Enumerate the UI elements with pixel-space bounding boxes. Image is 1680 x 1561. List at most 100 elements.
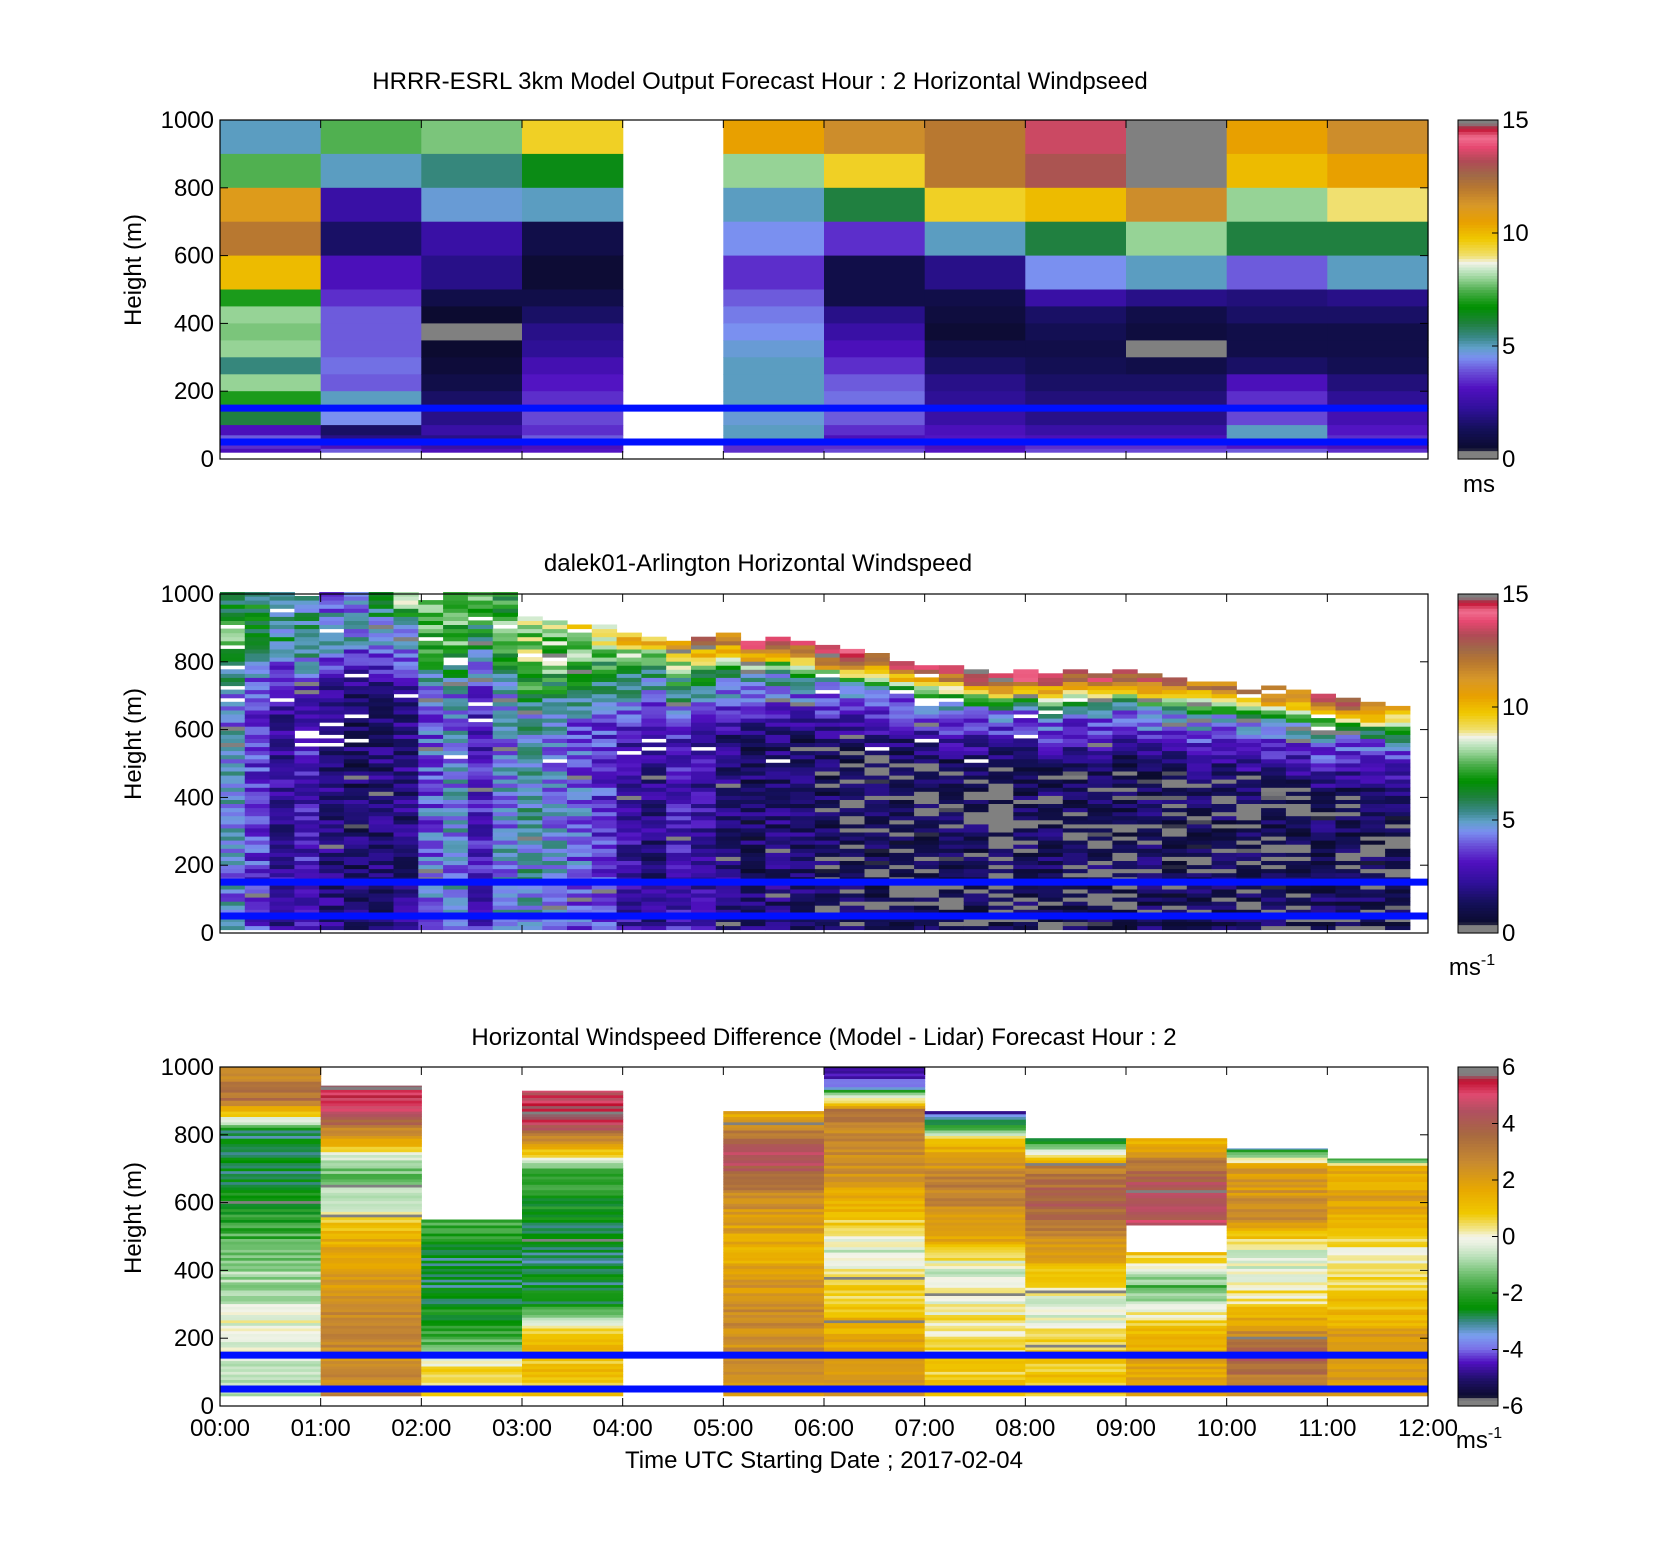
lidar-cell — [1385, 730, 1411, 735]
lidar-cell — [963, 783, 989, 788]
lidar-cell — [244, 807, 271, 813]
lidar-cell — [1087, 677, 1113, 682]
difference-cell — [1327, 1273, 1429, 1277]
colorbar-segment — [1458, 323, 1498, 327]
lidar-cell — [1335, 726, 1361, 731]
lidar-cell — [542, 632, 568, 638]
lidar-cell — [492, 709, 518, 715]
lidar-cell — [467, 909, 494, 914]
lidar-cell — [839, 657, 865, 662]
difference-cell — [1025, 1349, 1127, 1353]
difference-cell — [1226, 1341, 1328, 1345]
difference-cell — [522, 1374, 624, 1378]
lidar-cell — [393, 799, 419, 804]
difference-cell — [320, 1222, 422, 1226]
lidar-cell — [839, 815, 865, 821]
difference-cell — [824, 1300, 926, 1305]
lidar-cell — [1112, 836, 1138, 841]
lidar-cell — [269, 791, 295, 796]
lidar-cell — [1062, 856, 1089, 861]
lidar-cell — [790, 888, 816, 894]
lidar-cell — [1013, 746, 1039, 752]
lidar-cell — [889, 860, 915, 866]
lidar-cell — [963, 730, 989, 735]
lidar-cell — [443, 653, 469, 658]
model-cell — [1025, 408, 1127, 426]
lidar-cell — [938, 807, 965, 813]
lidar-cell — [1186, 779, 1213, 784]
lidar-cell — [715, 730, 742, 735]
lidar-cell — [467, 827, 494, 833]
lidar-cell — [740, 653, 766, 658]
lidar-cell — [963, 901, 989, 906]
lidar-cell — [1112, 799, 1138, 804]
lidar-cell — [1038, 901, 1064, 906]
lidar-cell — [1137, 860, 1163, 866]
lidar-cell — [1038, 681, 1064, 687]
lidar-cell — [1087, 726, 1113, 731]
difference-cell — [1025, 1252, 1127, 1256]
difference-cell — [824, 1195, 926, 1199]
lidar-cell — [765, 754, 791, 760]
lidar-cell — [1211, 803, 1237, 809]
difference-cell — [924, 1187, 1026, 1191]
lidar-cell — [765, 779, 791, 784]
lidar-cell — [1261, 844, 1287, 849]
lidar-cell — [914, 726, 940, 731]
colorbar-segment — [1458, 281, 1498, 285]
model-cell — [1226, 448, 1328, 453]
lidar-cell — [591, 669, 618, 674]
lidar-cell — [542, 705, 568, 711]
lidar-cell — [616, 661, 642, 666]
lidar-cell — [889, 677, 915, 682]
lidar-cell — [393, 852, 419, 857]
difference-cell — [1025, 1211, 1127, 1215]
lidar-cell — [393, 644, 419, 650]
lidar-cell — [294, 718, 320, 723]
lidar-cell — [1162, 787, 1188, 792]
difference-cell — [1226, 1366, 1328, 1370]
lidar-cell — [839, 864, 865, 870]
model-cell — [824, 255, 926, 290]
lidar-cell — [1261, 705, 1287, 711]
lidar-cell — [517, 803, 543, 809]
lidar-cell — [542, 673, 568, 678]
difference-cell — [320, 1379, 422, 1383]
lidar-cell — [666, 921, 692, 927]
lidar-cell — [938, 681, 965, 687]
difference-cell — [220, 1325, 322, 1329]
difference-cell — [1025, 1317, 1127, 1321]
difference-cell — [522, 1130, 624, 1134]
difference-cell — [1025, 1181, 1127, 1185]
lidar-cell — [1087, 819, 1113, 825]
lidar-cell — [542, 750, 568, 756]
difference-cell — [824, 1124, 926, 1128]
lidar-cell — [1137, 901, 1163, 906]
lidar-cell — [864, 893, 890, 898]
lidar-cell — [1137, 836, 1163, 841]
lidar-cell — [1211, 734, 1237, 739]
lidar-cell — [220, 762, 246, 768]
difference-cell — [522, 1159, 624, 1164]
difference-cell — [220, 1111, 322, 1115]
lidar-cell — [244, 819, 271, 825]
difference-cell — [320, 1268, 422, 1272]
difference-cell — [1025, 1187, 1127, 1191]
difference-cell — [723, 1211, 825, 1215]
lidar-cell — [1310, 840, 1336, 845]
difference-cell — [1025, 1300, 1127, 1305]
lidar-cell — [517, 852, 543, 857]
difference-cell — [924, 1225, 1026, 1229]
y-tick-label: 200 — [174, 852, 214, 879]
colorbar-segment — [1458, 653, 1498, 657]
lidar-cell — [1261, 693, 1287, 699]
difference-cell — [320, 1140, 422, 1145]
lidar-cell — [567, 909, 593, 914]
lidar-cell — [1087, 909, 1113, 914]
lidar-cell — [914, 689, 940, 695]
lidar-cell — [591, 779, 618, 784]
lidar-cell — [567, 791, 593, 796]
lidar-cell — [591, 714, 618, 719]
difference-cell — [1327, 1254, 1429, 1258]
